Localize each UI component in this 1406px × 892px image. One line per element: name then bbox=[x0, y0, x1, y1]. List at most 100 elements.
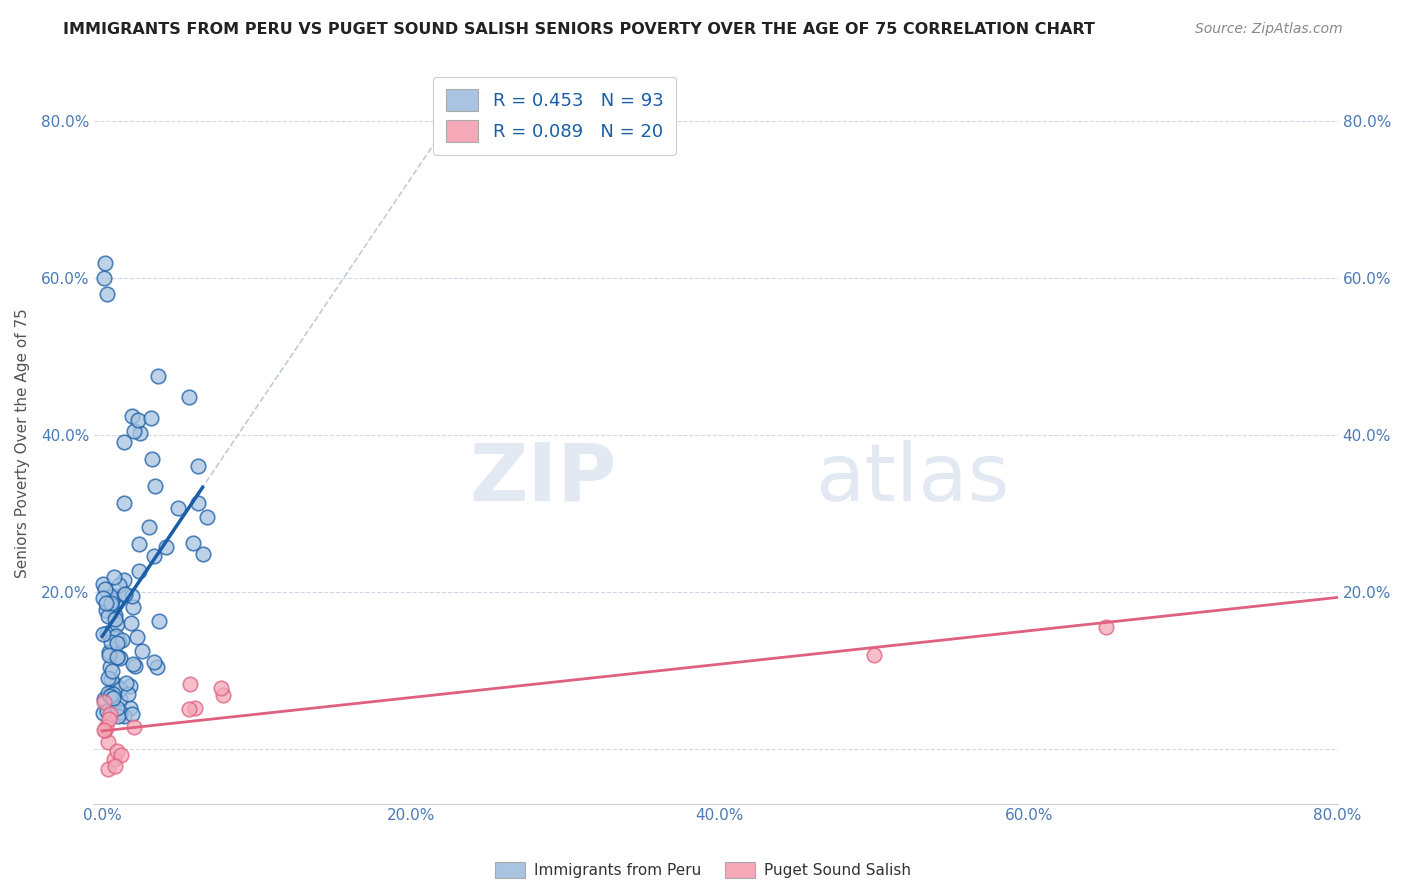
Point bbox=[97, 608, 120, 623]
Point bbox=[139, 411, 162, 425]
Point bbox=[112, 435, 135, 450]
Y-axis label: Seniors Poverty Over the Age of 75: Seniors Poverty Over the Age of 75 bbox=[15, 308, 30, 578]
Point bbox=[209, 681, 232, 696]
Point bbox=[142, 549, 165, 563]
Point bbox=[112, 496, 135, 510]
Point bbox=[94, 596, 117, 610]
Point bbox=[107, 709, 129, 723]
Point bbox=[96, 625, 118, 640]
Point bbox=[112, 573, 135, 587]
Point bbox=[183, 700, 205, 714]
Point bbox=[100, 598, 122, 612]
Point bbox=[121, 409, 143, 423]
Point bbox=[122, 599, 145, 614]
Point bbox=[111, 632, 134, 647]
Point bbox=[105, 636, 128, 650]
Point bbox=[100, 686, 122, 700]
Point bbox=[141, 451, 163, 466]
Point bbox=[98, 660, 121, 674]
Point bbox=[131, 644, 153, 658]
Point bbox=[100, 672, 122, 686]
Point bbox=[114, 676, 136, 690]
Point bbox=[142, 655, 165, 669]
Point bbox=[108, 682, 131, 697]
Point bbox=[91, 706, 114, 720]
Point bbox=[100, 664, 122, 678]
Point bbox=[129, 425, 152, 440]
Point bbox=[120, 616, 142, 631]
Point bbox=[117, 687, 139, 701]
Point bbox=[122, 720, 145, 734]
Point bbox=[108, 651, 131, 665]
Point bbox=[177, 701, 200, 715]
Point bbox=[93, 591, 115, 605]
Point bbox=[105, 701, 128, 715]
Point bbox=[96, 704, 118, 718]
Point bbox=[98, 690, 121, 704]
Point bbox=[103, 570, 125, 584]
Point bbox=[108, 692, 131, 706]
Point bbox=[121, 707, 143, 722]
Point bbox=[93, 723, 115, 738]
Point bbox=[120, 700, 142, 714]
Point bbox=[97, 645, 120, 659]
Point bbox=[107, 650, 129, 665]
Point bbox=[103, 691, 125, 706]
Text: Source: ZipAtlas.com: Source: ZipAtlas.com bbox=[1195, 22, 1343, 37]
Point bbox=[146, 368, 169, 383]
Point bbox=[108, 706, 131, 720]
Point bbox=[94, 603, 117, 617]
Point bbox=[179, 677, 201, 691]
Point bbox=[104, 629, 127, 643]
Point bbox=[94, 720, 117, 734]
Point bbox=[114, 586, 136, 600]
Point bbox=[128, 537, 150, 551]
Point bbox=[191, 547, 214, 561]
Point bbox=[104, 758, 127, 772]
Text: atlas: atlas bbox=[815, 440, 1010, 518]
Point bbox=[97, 735, 120, 749]
Point bbox=[187, 458, 209, 473]
Point bbox=[96, 286, 118, 301]
Point bbox=[104, 612, 127, 626]
Point bbox=[94, 723, 117, 738]
Point bbox=[101, 624, 124, 639]
Point bbox=[105, 617, 128, 632]
Point bbox=[98, 648, 121, 662]
Point bbox=[91, 627, 114, 641]
Point bbox=[91, 577, 114, 591]
Text: ZIP: ZIP bbox=[470, 440, 617, 518]
Point bbox=[121, 657, 143, 671]
Point bbox=[155, 540, 177, 554]
Point bbox=[100, 635, 122, 649]
Point bbox=[108, 634, 131, 648]
Point bbox=[98, 707, 121, 722]
Point bbox=[187, 496, 209, 510]
Point bbox=[103, 752, 125, 766]
Point bbox=[148, 614, 170, 628]
Point bbox=[124, 659, 146, 673]
Text: IMMIGRANTS FROM PERU VS PUGET SOUND SALISH SENIORS POVERTY OVER THE AGE OF 75 CO: IMMIGRANTS FROM PERU VS PUGET SOUND SALI… bbox=[63, 22, 1095, 37]
Legend: R = 0.453   N = 93, R = 0.089   N = 20: R = 0.453 N = 93, R = 0.089 N = 20 bbox=[433, 77, 676, 155]
Point bbox=[212, 689, 235, 703]
Legend: Immigrants from Peru, Puget Sound Salish: Immigrants from Peru, Puget Sound Salish bbox=[488, 856, 918, 884]
Point bbox=[93, 691, 115, 706]
Point bbox=[110, 747, 132, 762]
Point bbox=[179, 390, 201, 404]
Point bbox=[181, 536, 204, 550]
Point bbox=[125, 630, 148, 644]
Point bbox=[195, 510, 218, 524]
Point bbox=[100, 596, 122, 610]
Point bbox=[114, 587, 136, 601]
Point bbox=[97, 686, 120, 700]
Point bbox=[93, 696, 115, 710]
Point bbox=[863, 648, 886, 662]
Point bbox=[143, 479, 166, 493]
Point bbox=[108, 577, 131, 591]
Point bbox=[1095, 620, 1118, 634]
Point bbox=[105, 650, 128, 665]
Point bbox=[138, 520, 160, 534]
Point bbox=[101, 702, 124, 716]
Point bbox=[118, 679, 141, 693]
Point bbox=[101, 593, 124, 607]
